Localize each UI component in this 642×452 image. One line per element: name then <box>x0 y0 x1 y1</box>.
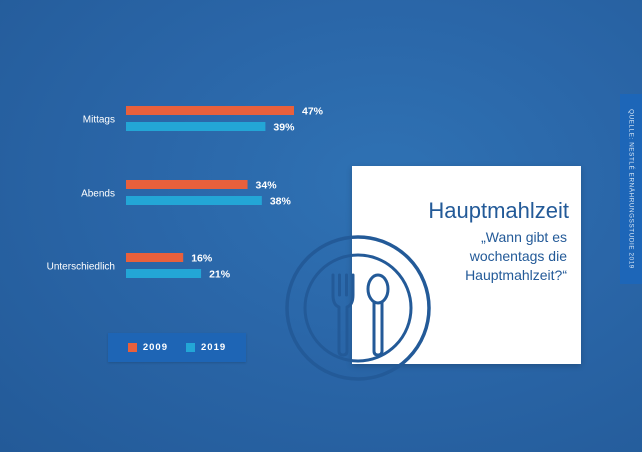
card-title: Hauptmahlzeit <box>428 198 569 223</box>
value-label: 47% <box>302 106 324 118</box>
value-label: 21% <box>209 269 231 281</box>
value-label: 38% <box>270 196 292 208</box>
category-label: Unterschiedlich <box>47 262 115 273</box>
bar-2009 <box>126 180 248 189</box>
value-label: 34% <box>256 180 278 192</box>
plate-inner-ring <box>303 253 413 363</box>
bar-2019 <box>126 122 266 131</box>
bar-2019 <box>126 196 262 205</box>
chart-legend: 2009 2019 <box>108 333 246 362</box>
source-strip: QUELLE: NESTLÉ ERNÄHRUNGSSTUDIE 2019 <box>620 94 642 284</box>
bar-2019 <box>126 269 202 278</box>
plate-icon <box>285 235 431 381</box>
source-text: QUELLE: NESTLÉ ERNÄHRUNGSSTUDIE 2019 <box>627 109 635 269</box>
bar-chart: Mittags 47% 39% Abends 34% 38% Unterschiedlich… <box>47 106 324 281</box>
card-question: „Wann gibt es wochentags die Hauptmahlze… <box>465 229 567 283</box>
category-label: Mittags <box>83 115 115 126</box>
spoon-icon <box>366 273 390 357</box>
legend-swatch-2019 <box>186 343 195 352</box>
legend-item-2019: 2019 <box>186 342 226 353</box>
value-label: 39% <box>273 122 295 134</box>
legend-label-2009: 2009 <box>142 342 168 353</box>
legend-label-2019: 2019 <box>201 342 227 353</box>
plate-outer-ring <box>285 235 431 381</box>
bar-2009 <box>126 253 184 262</box>
category-label: Abends <box>81 189 115 200</box>
legend-swatch-2009 <box>127 343 137 352</box>
bar-2009 <box>126 106 294 115</box>
fork-icon <box>331 273 355 357</box>
value-label: 16% <box>191 253 213 265</box>
legend-item-2009: 2009 <box>127 342 168 353</box>
